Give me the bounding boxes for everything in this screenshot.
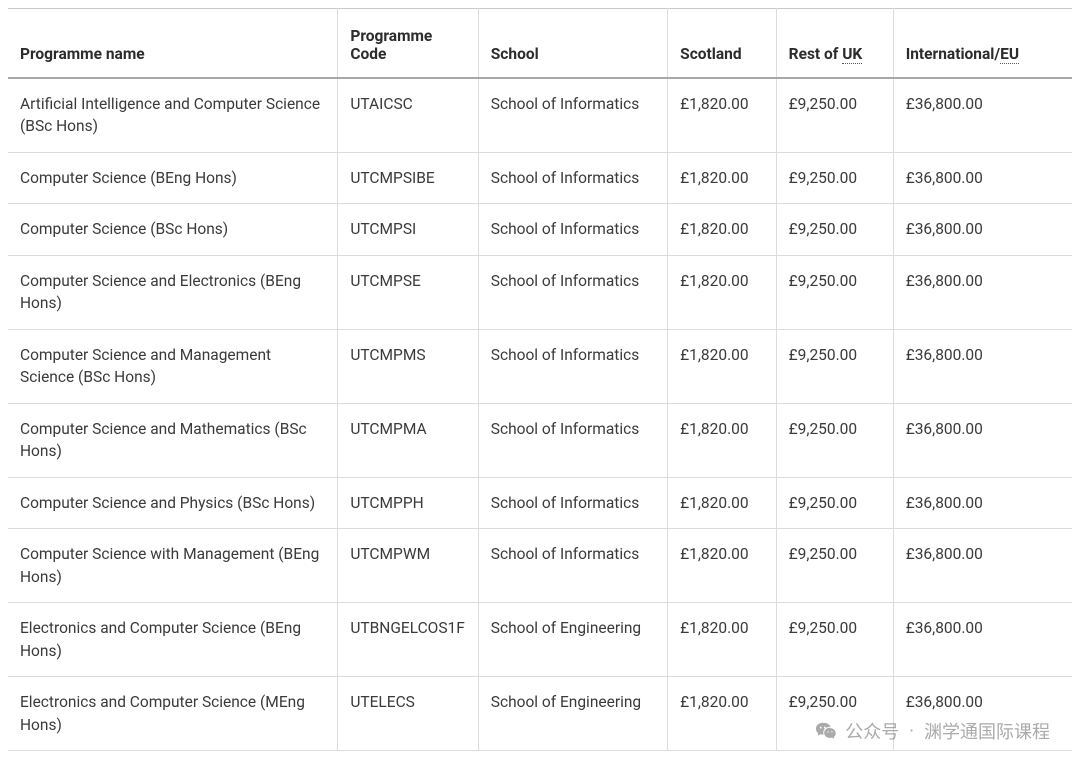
cell-intl-fee: £36,800.00: [893, 477, 1072, 528]
cell-school: School of Informatics: [478, 255, 667, 329]
table-row: Electronics and Computer Science (BEng H…: [8, 603, 1072, 677]
col-header-restuk-prefix: Rest of: [789, 45, 843, 63]
cell-restuk-fee: £9,250.00: [776, 204, 893, 255]
cell-programme-code: UTELECS: [338, 677, 478, 751]
cell-school: School of Informatics: [478, 529, 667, 603]
cell-intl-fee: £36,800.00: [893, 603, 1072, 677]
cell-programme-code: UTAICSC: [338, 78, 478, 152]
cell-intl-fee: £36,800.00: [893, 78, 1072, 152]
cell-school: School of Informatics: [478, 477, 667, 528]
table-row: Computer Science and Electronics (BEng H…: [8, 255, 1072, 329]
col-header-international-eu[interactable]: International/EU: [893, 9, 1072, 79]
cell-programme-code: UTBNGELCOS1F: [338, 603, 478, 677]
cell-scotland-fee: £1,820.00: [668, 403, 777, 477]
cell-restuk-fee: £9,250.00: [776, 255, 893, 329]
abbr-eu: EU: [1000, 45, 1019, 64]
cell-restuk-fee: £9,250.00: [776, 603, 893, 677]
cell-programme-code: UTCMPSE: [338, 255, 478, 329]
cell-scotland-fee: £1,820.00: [668, 477, 777, 528]
table-row: Computer Science (BEng Hons) UTCMPSIBE S…: [8, 152, 1072, 203]
table-row: Computer Science with Management (BEng H…: [8, 529, 1072, 603]
cell-restuk-fee: £9,250.00: [776, 477, 893, 528]
cell-intl-fee: £36,800.00: [893, 329, 1072, 403]
fees-table: Programme name Programme Code School Sco…: [8, 8, 1072, 751]
cell-restuk-fee: £9,250.00: [776, 329, 893, 403]
table-header-row: Programme name Programme Code School Sco…: [8, 9, 1072, 79]
cell-scotland-fee: £1,820.00: [668, 204, 777, 255]
cell-scotland-fee: £1,820.00: [668, 677, 777, 751]
cell-school: School of Informatics: [478, 78, 667, 152]
cell-scotland-fee: £1,820.00: [668, 255, 777, 329]
table-row: Artificial Intelligence and Computer Sci…: [8, 78, 1072, 152]
cell-programme-name[interactable]: Electronics and Computer Science (MEng H…: [8, 677, 338, 751]
cell-school: School of Informatics: [478, 329, 667, 403]
cell-programme-name[interactable]: Computer Science and Electronics (BEng H…: [8, 255, 338, 329]
cell-programme-name[interactable]: Computer Science with Management (BEng H…: [8, 529, 338, 603]
cell-restuk-fee: £9,250.00: [776, 152, 893, 203]
table-row: Computer Science and Management Science …: [8, 329, 1072, 403]
table-body: Artificial Intelligence and Computer Sci…: [8, 78, 1072, 750]
cell-intl-fee: £36,800.00: [893, 677, 1072, 751]
cell-scotland-fee: £1,820.00: [668, 78, 777, 152]
cell-programme-code: UTCMPMS: [338, 329, 478, 403]
col-header-rest-of-uk[interactable]: Rest of UK: [776, 9, 893, 79]
col-header-school[interactable]: School: [478, 9, 667, 79]
cell-restuk-fee: £9,250.00: [776, 529, 893, 603]
table-row: Computer Science and Mathematics (BSc Ho…: [8, 403, 1072, 477]
table-row: Electronics and Computer Science (MEng H…: [8, 677, 1072, 751]
cell-intl-fee: £36,800.00: [893, 204, 1072, 255]
cell-programme-code: UTCMPSIBE: [338, 152, 478, 203]
table-row: Computer Science and Physics (BSc Hons) …: [8, 477, 1072, 528]
col-header-scotland[interactable]: Scotland: [668, 9, 777, 79]
cell-restuk-fee: £9,250.00: [776, 403, 893, 477]
cell-programme-name[interactable]: Artificial Intelligence and Computer Sci…: [8, 78, 338, 152]
cell-scotland-fee: £1,820.00: [668, 603, 777, 677]
fees-table-wrapper: Programme name Programme Code School Sco…: [8, 8, 1072, 751]
cell-programme-name[interactable]: Computer Science (BSc Hons): [8, 204, 338, 255]
cell-programme-name[interactable]: Computer Science and Management Science …: [8, 329, 338, 403]
cell-restuk-fee: £9,250.00: [776, 78, 893, 152]
cell-programme-name[interactable]: Computer Science and Mathematics (BSc Ho…: [8, 403, 338, 477]
cell-intl-fee: £36,800.00: [893, 529, 1072, 603]
cell-programme-code: UTCMPSI: [338, 204, 478, 255]
cell-scotland-fee: £1,820.00: [668, 152, 777, 203]
cell-school: School of Informatics: [478, 204, 667, 255]
cell-programme-name[interactable]: Computer Science and Physics (BSc Hons): [8, 477, 338, 528]
cell-intl-fee: £36,800.00: [893, 403, 1072, 477]
cell-programme-name[interactable]: Computer Science (BEng Hons): [8, 152, 338, 203]
cell-scotland-fee: £1,820.00: [668, 329, 777, 403]
cell-programme-code: UTCMPWM: [338, 529, 478, 603]
cell-intl-fee: £36,800.00: [893, 152, 1072, 203]
cell-programme-code: UTCMPMA: [338, 403, 478, 477]
abbr-uk: UK: [842, 45, 862, 64]
cell-programme-code: UTCMPPH: [338, 477, 478, 528]
cell-scotland-fee: £1,820.00: [668, 529, 777, 603]
table-row: Computer Science (BSc Hons) UTCMPSI Scho…: [8, 204, 1072, 255]
col-header-programme-name[interactable]: Programme name: [8, 9, 338, 79]
cell-programme-name[interactable]: Electronics and Computer Science (BEng H…: [8, 603, 338, 677]
cell-school: School of Informatics: [478, 152, 667, 203]
col-header-intl-prefix: International/: [906, 45, 1000, 63]
cell-school: School of Informatics: [478, 403, 667, 477]
cell-restuk-fee: £9,250.00: [776, 677, 893, 751]
cell-intl-fee: £36,800.00: [893, 255, 1072, 329]
cell-school: School of Engineering: [478, 603, 667, 677]
cell-school: School of Engineering: [478, 677, 667, 751]
col-header-programme-code[interactable]: Programme Code: [338, 9, 478, 79]
